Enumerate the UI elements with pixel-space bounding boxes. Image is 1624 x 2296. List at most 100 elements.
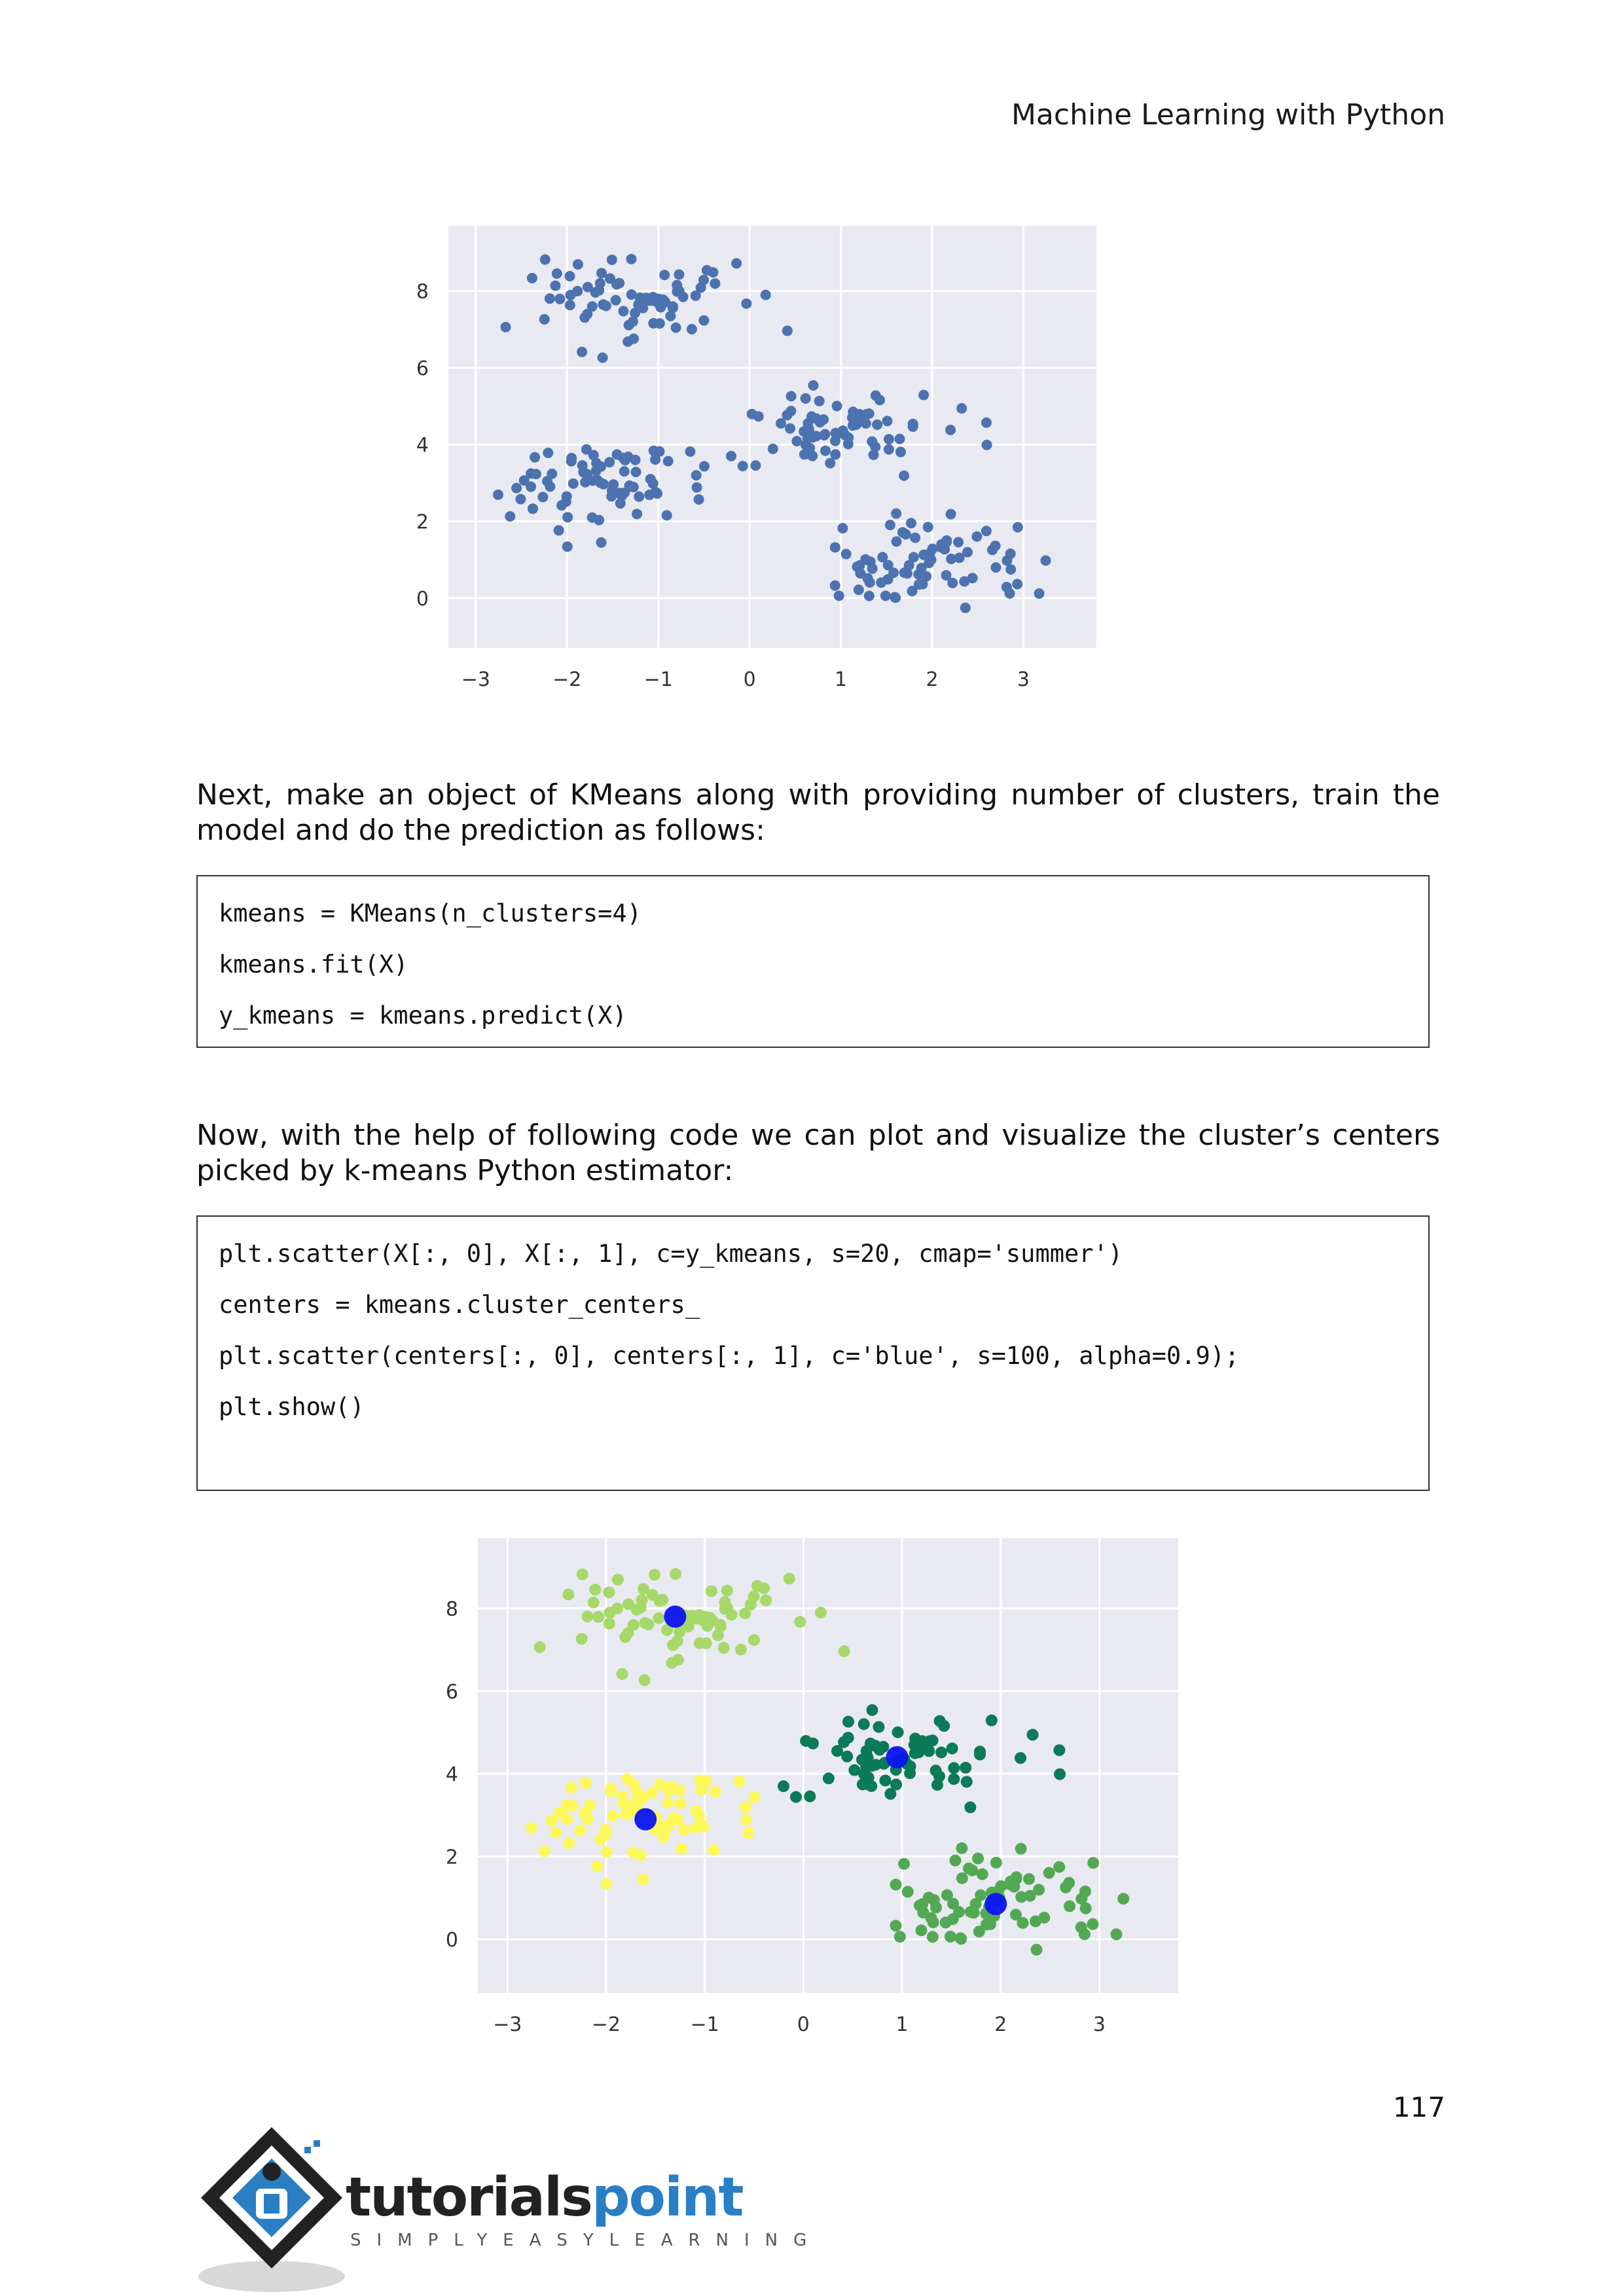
data-point: [903, 560, 914, 571]
data-point: [614, 278, 625, 289]
data-point: [659, 270, 670, 281]
logo-emblem-icon: [198, 2127, 345, 2292]
data-point: [956, 403, 967, 414]
data-point: [842, 1715, 854, 1728]
plot-background: [478, 1538, 1178, 1993]
data-point: [830, 449, 841, 460]
data-point: [614, 488, 625, 499]
data-point: [619, 466, 630, 477]
data-point: [962, 547, 973, 558]
data-point: [674, 1797, 687, 1810]
data-point: [758, 1582, 770, 1594]
x-tick-label: 0: [744, 668, 756, 691]
data-point: [949, 1854, 962, 1867]
data-point: [915, 1924, 928, 1937]
data-point: [884, 1787, 897, 1800]
data-point: [545, 1814, 558, 1827]
data-point: [511, 482, 522, 493]
data-point: [581, 1813, 594, 1825]
data-point: [790, 1791, 803, 1803]
data-point: [654, 1778, 666, 1791]
data-point: [577, 460, 588, 471]
data-point: [946, 553, 957, 564]
tutorialspoint-logo: tutorialspoint SIMPLYEASYLEARNING: [193, 2121, 806, 2296]
data-point: [698, 461, 710, 472]
data-point: [990, 562, 1001, 573]
data-point: [941, 1889, 953, 1901]
data-point: [630, 1604, 643, 1616]
data-point: [981, 417, 992, 428]
data-point: [741, 298, 752, 309]
data-point: [888, 567, 899, 579]
data-point: [637, 1583, 649, 1595]
data-point: [698, 315, 710, 326]
logo-wordmark: tutorialspoint: [346, 2166, 744, 2229]
data-point: [580, 476, 591, 488]
data-point: [804, 448, 815, 459]
data-point: [553, 525, 564, 536]
data-point: [748, 1791, 761, 1803]
data-point: [956, 1872, 968, 1884]
data-point: [898, 1857, 911, 1870]
data-point: [632, 1796, 644, 1808]
data-point: [818, 429, 829, 440]
data-point: [603, 1586, 615, 1598]
x-tick-label: 1: [895, 2013, 908, 2036]
data-point: [670, 1568, 682, 1580]
data-point: [582, 281, 593, 293]
data-point: [606, 491, 617, 502]
data-point: [891, 536, 902, 547]
data-point: [616, 1668, 628, 1680]
data-point: [890, 1920, 902, 1932]
data-point: [832, 429, 843, 440]
data-point: [600, 1878, 613, 1890]
data-point: [892, 1726, 904, 1738]
data-point: [740, 1801, 752, 1813]
data-point: [634, 491, 645, 502]
data-point: [608, 479, 619, 490]
data-point: [526, 272, 537, 283]
data-point: [564, 270, 575, 281]
x-tick-label: 0: [797, 2013, 810, 2036]
data-point: [566, 456, 577, 467]
data-point: [935, 1746, 948, 1759]
y-tick-label: 0: [416, 588, 429, 611]
data-point: [840, 430, 851, 441]
data-point: [967, 1907, 980, 1919]
data-point: [917, 579, 928, 590]
data-point: [933, 1770, 945, 1782]
data-point: [842, 1731, 854, 1744]
data-point: [657, 1594, 669, 1606]
data-point: [615, 498, 626, 509]
data-point: [794, 1616, 806, 1628]
data-point: [676, 1842, 688, 1855]
data-point: [623, 336, 634, 348]
data-point: [565, 1782, 577, 1794]
data-point: [611, 1602, 624, 1615]
data-point: [666, 1657, 678, 1669]
code-block-plot: plt.scatter(X[:, 0], X[:, 1], c=y_kmeans…: [196, 1215, 1430, 1491]
data-point: [746, 408, 757, 420]
data-point: [630, 467, 641, 478]
data-point: [666, 1781, 678, 1793]
data-point: [837, 522, 848, 533]
data-point: [632, 509, 643, 520]
data-point: [604, 457, 615, 468]
data-point: [590, 287, 601, 298]
data-point: [882, 416, 893, 427]
data-point: [785, 391, 797, 402]
data-point: [802, 433, 813, 444]
data-point: [975, 1889, 987, 1901]
x-tick-label: −3: [493, 2013, 522, 2036]
data-point: [908, 552, 919, 563]
data-point: [800, 393, 811, 404]
data-point: [1087, 1918, 1099, 1930]
data-point: [623, 1598, 635, 1610]
data-point: [668, 1813, 680, 1825]
data-point: [866, 1704, 878, 1716]
data-point: [760, 1594, 772, 1607]
data-point: [657, 1820, 669, 1832]
data-point: [907, 421, 918, 432]
data-point: [550, 280, 561, 291]
data-point: [588, 450, 599, 461]
